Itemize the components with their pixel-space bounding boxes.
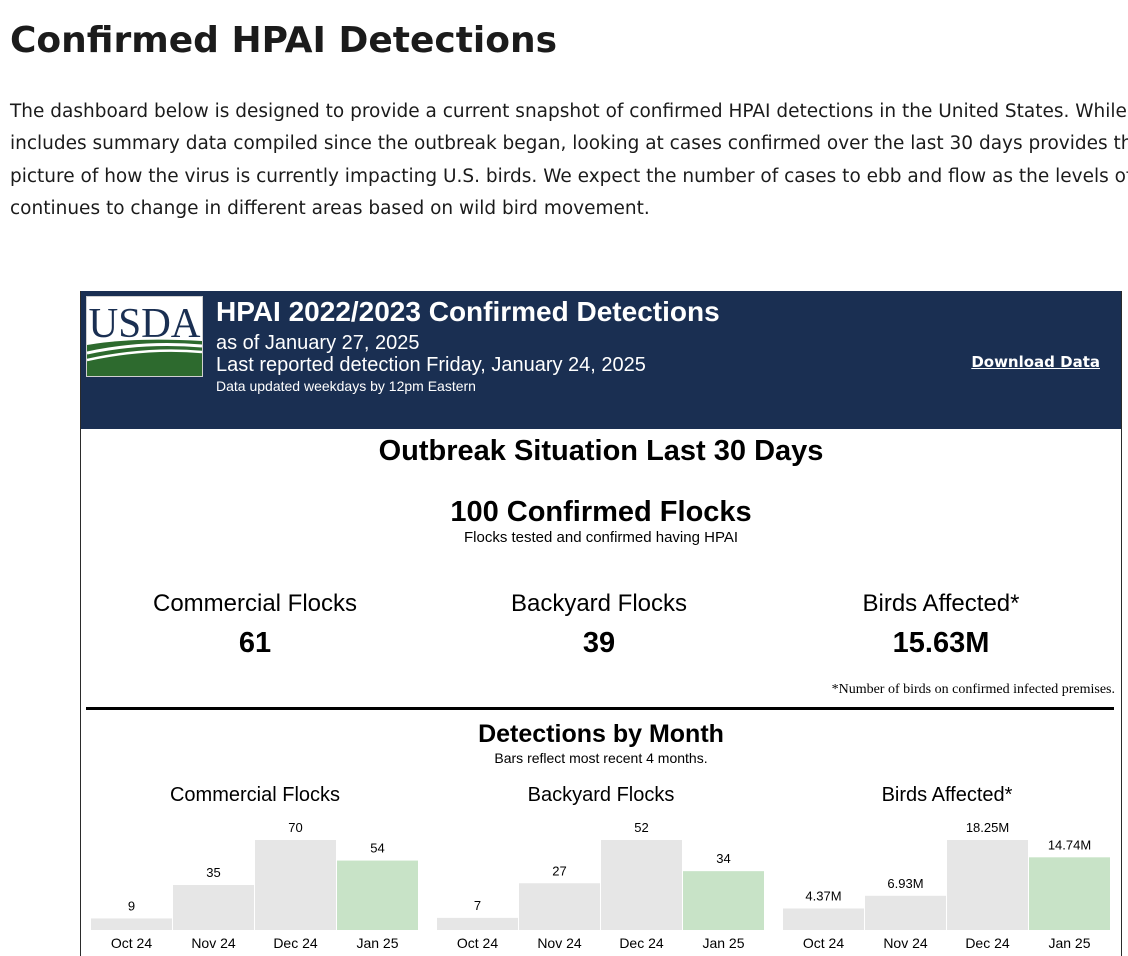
bar-value-label: 54 (370, 841, 384, 856)
confirmed-flocks-subtitle: Flocks tested and confirmed having HPAI (463, 529, 739, 546)
bar-value-label: 6.93M (887, 876, 923, 891)
chart-title-commercial: Commercial Flocks (169, 784, 341, 806)
birds-footnote: *Number of birds on confirmed infected p… (831, 682, 1115, 697)
x-tick-label: Jan 25 (1048, 935, 1090, 951)
bar-value-label: 70 (288, 820, 302, 835)
intro-line: includes summary data compiled since the… (10, 133, 1128, 155)
x-tick-label: Dec 24 (965, 935, 1010, 951)
bar-value-label: 52 (634, 820, 648, 835)
kpi-label: Birds Affected* (862, 590, 1020, 617)
intro-line: continues to change in different areas b… (10, 197, 650, 219)
x-tick-label: Oct 24 (457, 935, 498, 951)
bar-nov-24 (173, 885, 254, 930)
last-detection: Last reported detection Friday, January … (216, 354, 646, 376)
bar-dec-24 (947, 840, 1028, 930)
as-of-date: as of January 27, 2025 (216, 332, 420, 354)
kpi-backyard-flocks: Backyard Flocks 39 (419, 589, 779, 661)
dashboard-title: HPAI 2022/2023 Confirmed Detections (216, 296, 720, 327)
x-tick-label: Dec 24 (273, 935, 318, 951)
kpi-value: 15.63M (892, 627, 990, 659)
download-data-link[interactable]: Download Data (971, 353, 1100, 371)
bar-value-label: 35 (206, 865, 220, 880)
kpi-label: Commercial Flocks (152, 590, 358, 617)
usda-logo-text: USDA (89, 301, 202, 347)
bar-value-label: 14.74M (1048, 837, 1091, 852)
page-title: Confirmed HPAI Detections (10, 20, 558, 61)
hpai-dashboard: USDA HPAI 2022/2023 Confirmed Detections… (80, 291, 1122, 956)
bar-value-label: 34 (716, 851, 730, 866)
x-tick-label: Jan 25 (702, 935, 744, 951)
kpi-value: 39 (582, 627, 616, 659)
bar-dec-24 (601, 840, 682, 930)
monthly-charts: 9 Oct 24 35 Nov 24 70 Dec 24 54 Jan 25 7 Oct 24 27… (91, 820, 1110, 951)
x-tick-label: Nov 24 (537, 935, 582, 951)
usda-logo: USDA (86, 296, 203, 377)
update-note: Data updated weekdays by 12pm Eastern (216, 378, 476, 394)
bar-dec-24 (255, 840, 336, 930)
intro-paragraph: The dashboard below is designed to provi… (10, 96, 1128, 225)
x-tick-label: Jan 25 (356, 935, 398, 951)
bar-value-label: 18.25M (966, 820, 1009, 835)
chart-title-birds: Birds Affected* (881, 784, 1013, 806)
outbreak-section-title: Outbreak Situation Last 30 Days (378, 435, 824, 467)
bar-value-label: 9 (128, 898, 135, 913)
x-tick-label: Oct 24 (111, 935, 152, 951)
bar-nov-24 (865, 895, 946, 930)
kpi-value: 61 (238, 627, 272, 659)
chart-title-backyard: Backyard Flocks (527, 784, 675, 806)
bar-oct-24 (783, 908, 864, 930)
intro-line: picture of how the virus is currently im… (10, 165, 1128, 187)
bar-value-label: 4.37M (805, 888, 841, 903)
kpi-label: Backyard Flocks (510, 590, 688, 617)
confirmed-flocks-total: 100 Confirmed Flocks (450, 496, 752, 528)
intro-line: The dashboard below is designed to provi… (10, 101, 1127, 122)
kpi-commercial-flocks: Commercial Flocks 61 (81, 589, 435, 661)
section-divider (86, 707, 1114, 710)
bar-value-label: 7 (474, 898, 481, 913)
x-tick-label: Nov 24 (883, 935, 928, 951)
bar-oct-24 (91, 918, 172, 930)
kpi-birds-affected: Birds Affected* 15.63M (761, 589, 1121, 661)
dashboard-header: USDA HPAI 2022/2023 Confirmed Detections… (81, 291, 1121, 429)
bar-jan-25 (683, 871, 764, 930)
monthly-section-subtitle: Bars reflect most recent 4 months. (494, 750, 708, 766)
x-tick-label: Dec 24 (619, 935, 664, 951)
bar-jan-25 (337, 860, 418, 930)
x-tick-label: Nov 24 (191, 935, 236, 951)
bar-nov-24 (519, 883, 600, 930)
bar-value-label: 27 (552, 863, 566, 878)
bar-jan-25 (1029, 857, 1110, 930)
monthly-section-title: Detections by Month (478, 720, 724, 748)
x-tick-label: Oct 24 (803, 935, 844, 951)
bar-oct-24 (437, 917, 518, 930)
